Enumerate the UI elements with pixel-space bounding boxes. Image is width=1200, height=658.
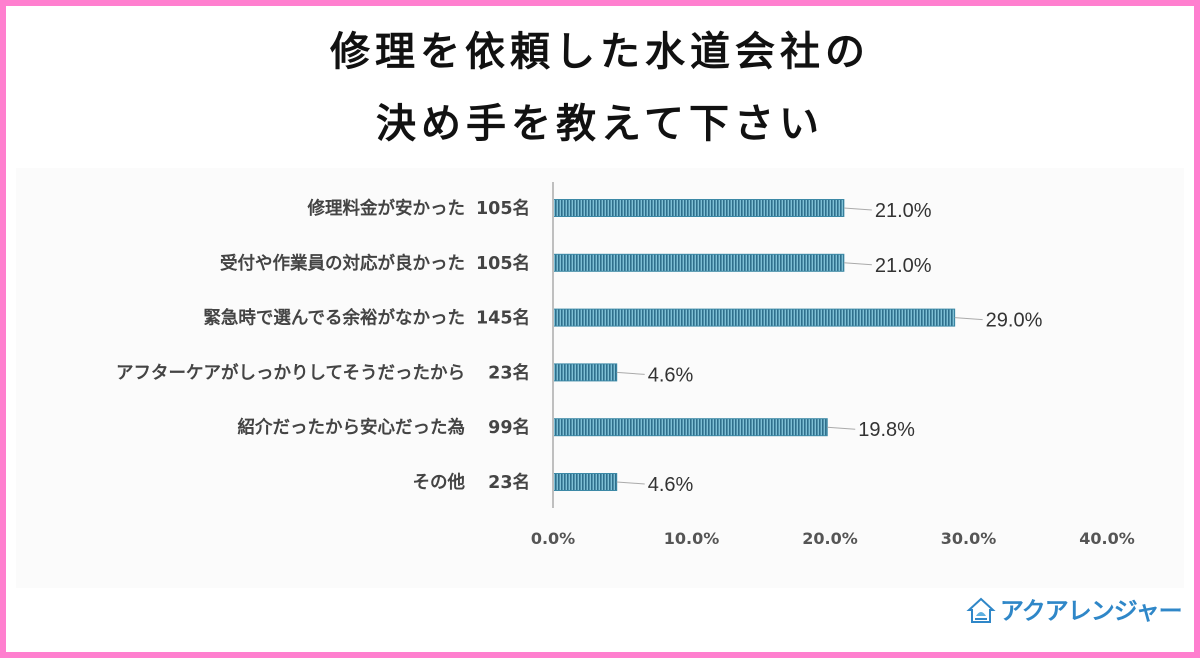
category-label: その他 xyxy=(413,472,466,493)
x-tick-label: 10.0% xyxy=(664,529,720,548)
bar xyxy=(552,253,845,272)
house-logo-icon xyxy=(966,597,996,623)
category-label: 修理料金が安かった xyxy=(307,198,466,219)
brand-name: アクアレンジャー xyxy=(1000,597,1183,625)
bar xyxy=(552,308,956,327)
bar xyxy=(552,473,618,491)
category-label: 緊急時で選んでる余裕がなかった xyxy=(203,308,465,329)
count-label: 105名 xyxy=(476,253,530,274)
data-label-leader xyxy=(616,481,645,485)
data-label: 19.8% xyxy=(858,419,915,441)
data-label: 4.6% xyxy=(648,474,694,496)
category-label: アフターケアがしっかりしてそうだったから xyxy=(116,362,465,383)
data-label-leader xyxy=(843,262,872,266)
count-label: 23名 xyxy=(488,362,530,383)
chart-title-line-2: 決め手を教えて下さい xyxy=(376,101,824,147)
brand-logo: アクアレンジャー xyxy=(966,594,1183,628)
x-tick-label: 0.0% xyxy=(531,529,575,548)
data-label-leader xyxy=(616,371,645,375)
count-label: 23名 xyxy=(488,472,530,493)
x-tick-label: 20.0% xyxy=(802,529,858,548)
bar xyxy=(552,199,845,217)
data-label-leader xyxy=(954,317,983,321)
bar xyxy=(552,363,618,382)
data-label: 4.6% xyxy=(648,364,694,386)
data-label: 21.0% xyxy=(875,255,932,277)
count-label: 145名 xyxy=(476,308,530,329)
x-tick-label: 30.0% xyxy=(941,529,997,548)
bar xyxy=(552,418,828,437)
chart-title-line-1: 修理を依頼した水道会社の xyxy=(330,29,870,75)
count-label: 105名 xyxy=(476,198,530,219)
data-label-leader xyxy=(827,426,856,430)
data-label-leader xyxy=(843,207,872,211)
data-label: 29.0% xyxy=(986,310,1043,332)
category-label: 受付や作業員の対応が良かった xyxy=(220,253,465,274)
x-tick-label: 40.0% xyxy=(1079,529,1135,548)
data-label: 21.0% xyxy=(875,200,932,222)
count-label: 99名 xyxy=(488,417,530,438)
category-label: 紹介だったから安心だった為 xyxy=(238,417,466,438)
